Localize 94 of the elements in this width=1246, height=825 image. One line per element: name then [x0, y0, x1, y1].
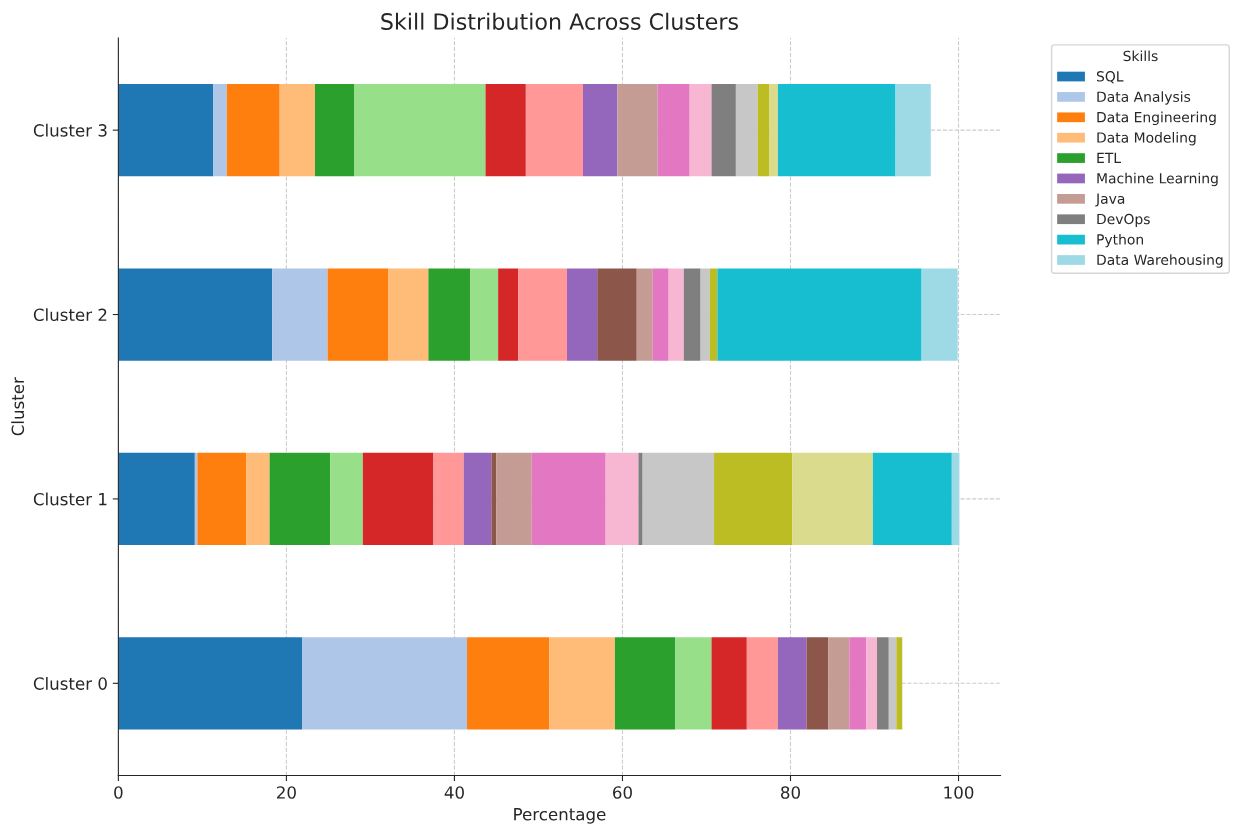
bar: [118, 637, 303, 730]
bar: [746, 637, 778, 730]
bar: [714, 452, 793, 546]
bar: [717, 268, 922, 361]
bar: [895, 84, 931, 177]
bar: [246, 452, 270, 546]
x-tick-label: 20: [277, 786, 296, 799]
y-tick-label: Cluster 3: [33, 123, 107, 137]
x-tick-label: 80: [781, 786, 800, 799]
bar: [711, 84, 736, 177]
bar: [518, 268, 568, 361]
bar: [485, 84, 526, 177]
legend-label: Data Modeling: [1097, 132, 1196, 146]
bar: [638, 452, 643, 546]
bar: [689, 84, 712, 177]
bar: [496, 452, 532, 546]
bar: [888, 637, 897, 730]
x-tick-label: 0: [114, 786, 123, 799]
bar: [709, 268, 718, 361]
legend-label: Data Engineering: [1097, 111, 1216, 126]
bar: [657, 84, 690, 177]
bar: [668, 268, 684, 361]
bar: [828, 637, 850, 730]
bar: [433, 452, 464, 546]
y-tick-label: Cluster 2: [33, 308, 107, 322]
bar: [777, 84, 896, 177]
legend-label: Java: [1095, 193, 1125, 207]
bar: [652, 268, 669, 361]
x-tick-label: 60: [613, 786, 632, 799]
bar: [849, 637, 867, 730]
legend-label: Data Warehousing: [1097, 254, 1223, 268]
bar: [279, 84, 315, 177]
legend-label: Data Analysis: [1097, 91, 1191, 105]
bar: [597, 268, 637, 361]
bar: [636, 268, 653, 361]
x-tick-label: 100: [944, 786, 974, 799]
bar: [605, 452, 639, 546]
legend-title: Skills: [1123, 50, 1158, 62]
bar: [470, 268, 499, 361]
bar: [269, 452, 331, 546]
bar: [700, 268, 710, 361]
bar: [463, 452, 492, 546]
bar: [330, 452, 363, 546]
bar: [735, 84, 758, 177]
bar: [777, 637, 807, 730]
bar: [872, 452, 952, 546]
legend-label: Machine Learning: [1097, 172, 1218, 187]
bar: [118, 84, 214, 177]
bar: [197, 452, 247, 546]
bar: [354, 84, 486, 177]
bar: [792, 452, 873, 546]
bar: [642, 452, 715, 546]
bar: [226, 84, 280, 177]
bar: [272, 268, 328, 361]
bar: [711, 637, 747, 730]
bar: [428, 268, 471, 361]
bar: [118, 452, 195, 546]
x-tick-label: 40: [444, 786, 464, 799]
bar: [806, 637, 829, 730]
bar: [757, 84, 770, 177]
bar: [531, 452, 606, 546]
bar: [213, 84, 227, 177]
bar: [683, 268, 701, 361]
bar: [617, 84, 658, 177]
bar: [549, 637, 615, 730]
bar: [877, 637, 889, 730]
bar: [491, 452, 497, 546]
chart-title: Skill Distribution Across Clusters: [381, 12, 738, 30]
bar: [951, 452, 960, 546]
bar: [525, 84, 583, 177]
bar: [614, 637, 676, 730]
bar: [921, 268, 958, 361]
bar: [498, 268, 519, 361]
legend-label: DevOps: [1097, 213, 1150, 227]
y-tick-label: Cluster 0: [33, 676, 107, 690]
bar: [582, 84, 618, 177]
bar: [769, 84, 778, 177]
bar: [866, 637, 878, 730]
bar: [362, 452, 434, 546]
x-axis-title: Percentage: [514, 808, 606, 824]
y-axis-title: Cluster: [11, 377, 25, 436]
bar: [314, 84, 355, 177]
bar: [896, 637, 903, 730]
y-tick-label: Cluster 1: [33, 492, 107, 506]
bar: [118, 268, 273, 361]
bar: [327, 268, 389, 361]
legend-label: SQL: [1096, 71, 1124, 84]
bar: [675, 637, 712, 730]
bar: [467, 637, 550, 730]
bar: [302, 637, 468, 730]
bar: [567, 268, 598, 361]
bar: [388, 268, 429, 361]
legend-label: Python: [1097, 233, 1143, 248]
legend-label: ETL: [1097, 152, 1121, 163]
